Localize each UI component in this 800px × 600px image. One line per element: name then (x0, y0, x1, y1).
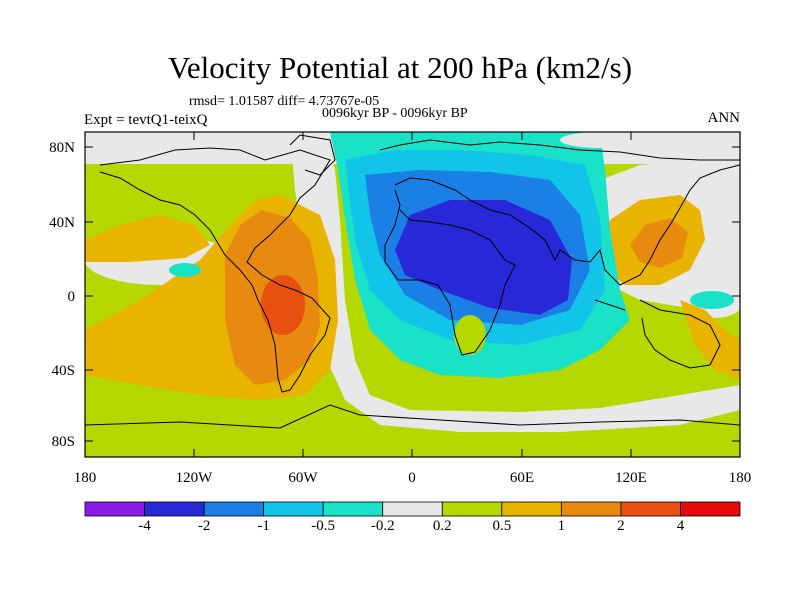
colorbar-label: -0.5 (311, 518, 336, 534)
colorbar-box (84, 501, 145, 517)
colorbar-label: -0.2 (370, 518, 395, 534)
lon-tick-label: 120E (615, 470, 647, 486)
colorbar-label: 0.2 (432, 518, 452, 534)
colorbar-label: 1 (557, 518, 566, 534)
colorbar-box (263, 501, 324, 517)
colorbar-box (620, 501, 681, 517)
lon-tick-label: 60W (288, 470, 318, 486)
lon-tick-label: 180 (729, 470, 752, 486)
lat-tick-label: 40N (49, 215, 75, 231)
colorbar-label: -2 (197, 518, 211, 534)
colorbar-label: 2 (617, 518, 625, 534)
stats-text: rmsd= 1.01587 diff= 4.73767e-05 (189, 94, 380, 109)
lon-tick-label: 180 (74, 470, 97, 486)
colorbar-box (680, 501, 741, 517)
colorbar-box (144, 501, 205, 517)
lat-tick-label: 0 (68, 289, 76, 305)
period-text: 0096kyr BP - 0096kyr BP (322, 106, 468, 121)
colorbar-label: -4 (138, 518, 151, 534)
season-label: ANN (707, 110, 741, 126)
colorbar-box (382, 501, 443, 517)
longitude-axis: 180 120W 60W 0 60E 120E 180 (74, 132, 752, 486)
colorbar-label: 4 (676, 518, 685, 534)
coastlines (85, 134, 740, 429)
lat-tick-label: 80N (49, 140, 75, 156)
colorbar-box (441, 501, 503, 517)
figure-title: Velocity Potential at 200 hPa (km2/s) (167, 50, 633, 85)
colorbar-box (322, 501, 384, 517)
latitude-axis: 80N 40N 0 40S 80S (49, 140, 740, 450)
lon-tick-label: 120W (176, 470, 214, 486)
colorbar-box (501, 501, 562, 517)
lat-tick-label: 40S (52, 363, 75, 379)
colorbar-label: 0.5 (492, 518, 512, 534)
colorbar-box (560, 501, 622, 517)
colorbar (84, 501, 741, 517)
lon-tick-label: 0 (408, 470, 416, 486)
experiment-label: Expt = tevtQ1-teixQ (84, 112, 208, 128)
map-field (85, 132, 740, 457)
colorbar-box (203, 501, 265, 517)
lat-tick-label: 80S (52, 434, 75, 450)
lon-tick-label: 60E (510, 470, 534, 486)
colorbar-label: -1 (257, 518, 270, 534)
